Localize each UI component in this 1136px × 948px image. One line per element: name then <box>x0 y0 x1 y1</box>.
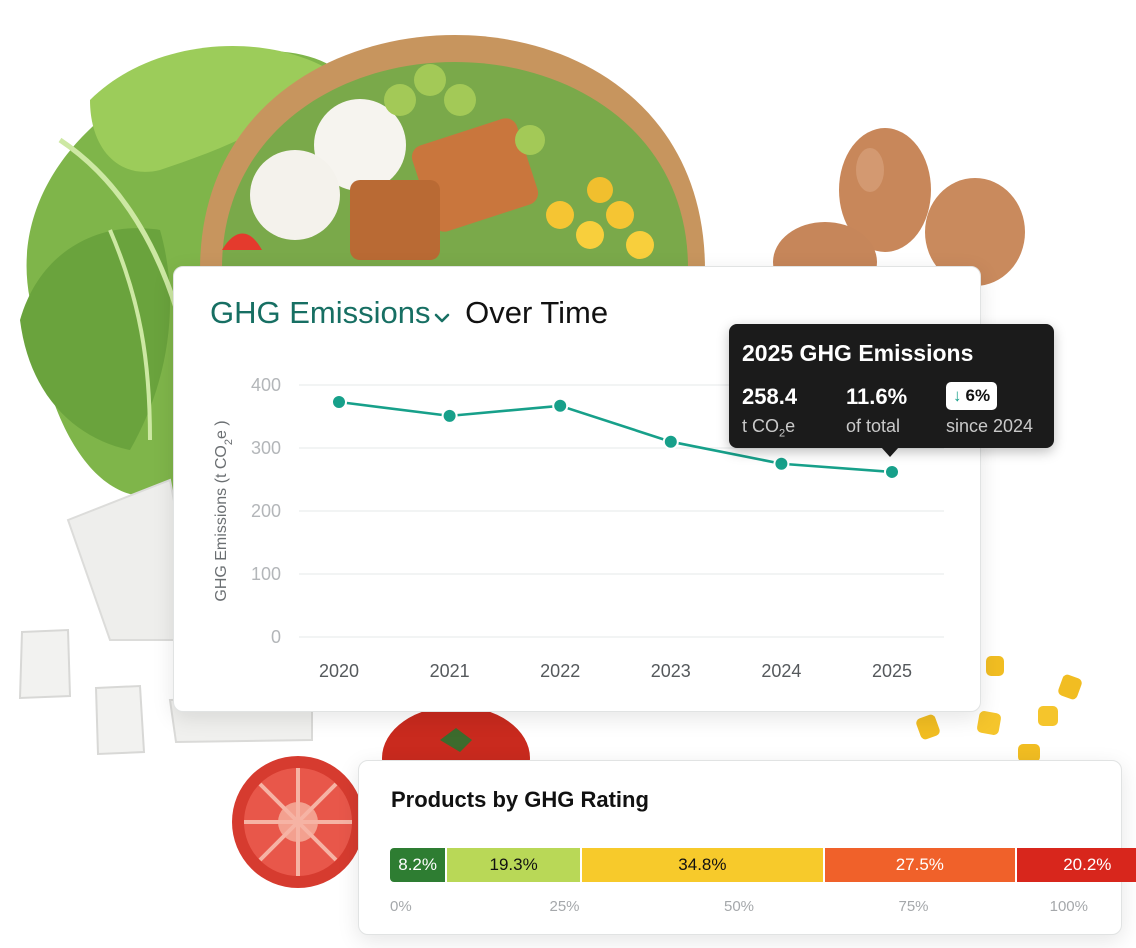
tooltip-share-label: of total <box>846 416 901 436</box>
corn-kernels-icon <box>916 656 1082 762</box>
data-point <box>331 394 347 411</box>
change-badge: ↓ 6% <box>946 382 998 410</box>
tofu-icon <box>18 478 313 756</box>
rating-segment: 8.2% <box>390 848 446 882</box>
percent-tick-label: 0% <box>390 898 412 915</box>
data-tooltip: 2025 GHG Emissions 258.4 t CO2e 11.6% of… <box>729 324 1054 457</box>
bar-card-title: Products by GHG Rating <box>391 787 649 812</box>
data-point <box>773 455 790 472</box>
tooltip-share-value: 11.6% <box>846 384 908 409</box>
x-tick-label: 2024 <box>761 661 801 681</box>
tooltip-change-label: since 2024 <box>946 416 1034 436</box>
chart-title: GHG Emissions Over Time <box>210 295 608 333</box>
arrow-down-icon: ↓ <box>953 386 962 405</box>
percent-tick-label: 75% <box>898 898 929 915</box>
percent-tick-label: 25% <box>549 898 580 915</box>
percent-tick-label: 100% <box>1049 898 1088 915</box>
percent-tick-label: 50% <box>723 898 755 915</box>
y-tick-label: 300 <box>251 438 281 458</box>
change-value: 6% <box>965 386 991 405</box>
tooltip-title: 2025 GHG Emissions <box>742 340 974 366</box>
tooltip-emissions-unit: t CO2e <box>742 416 795 440</box>
emissions-line-chart: 0 100 200 300 400 2020 2021 2022 2023 2024 2025 GHG… <box>213 375 944 681</box>
y-tick-label: 0 <box>271 627 281 647</box>
y-tick-label: 400 <box>251 375 281 395</box>
x-tick-label: 2020 <box>319 661 359 681</box>
rating-segment: 27.5% <box>824 848 1015 882</box>
metric-dropdown[interactable]: GHG Emissions <box>210 295 465 330</box>
tooltip-emissions-value: 258.4 <box>742 384 798 409</box>
products-by-rating-card: Products by GHG Rating 8.2% 19.3% 34.8% 27.… <box>358 760 1136 935</box>
metric-dropdown-label: GHG Emissions <box>210 295 431 330</box>
x-tick-label: 2021 <box>430 661 470 681</box>
salad-bowl-icon <box>200 35 705 270</box>
rating-segment: 19.3% <box>447 848 580 882</box>
eggs-icon <box>773 128 1025 302</box>
data-point <box>441 407 458 424</box>
unit-subscript: 2 <box>779 427 786 440</box>
x-tick-label: 2025 <box>872 661 912 681</box>
x-tick-label: 2022 <box>540 661 580 681</box>
series-line <box>338 400 893 474</box>
x-tick-label: 2023 <box>651 661 691 681</box>
y-tick-label: 200 <box>251 501 281 521</box>
chevron-down-icon <box>432 297 452 333</box>
y-tick-label: 100 <box>251 564 281 584</box>
unit-suffix: e <box>785 416 796 436</box>
rating-segment: 20.2% <box>1016 848 1136 882</box>
unit-text: t CO <box>742 416 780 436</box>
data-point <box>884 463 900 480</box>
chart-title-suffix: Over Time <box>465 295 609 330</box>
y-axis-label: GHG Emissions (t CO2e ) <box>213 420 235 601</box>
tooltip-pointer <box>881 447 899 457</box>
rating-stacked-bar: 8.2% 19.3% 34.8% 27.5% 20.2% <box>390 848 1136 882</box>
rating-segment: 34.8% <box>581 848 823 882</box>
data-point <box>552 397 569 414</box>
data-point <box>662 433 679 450</box>
